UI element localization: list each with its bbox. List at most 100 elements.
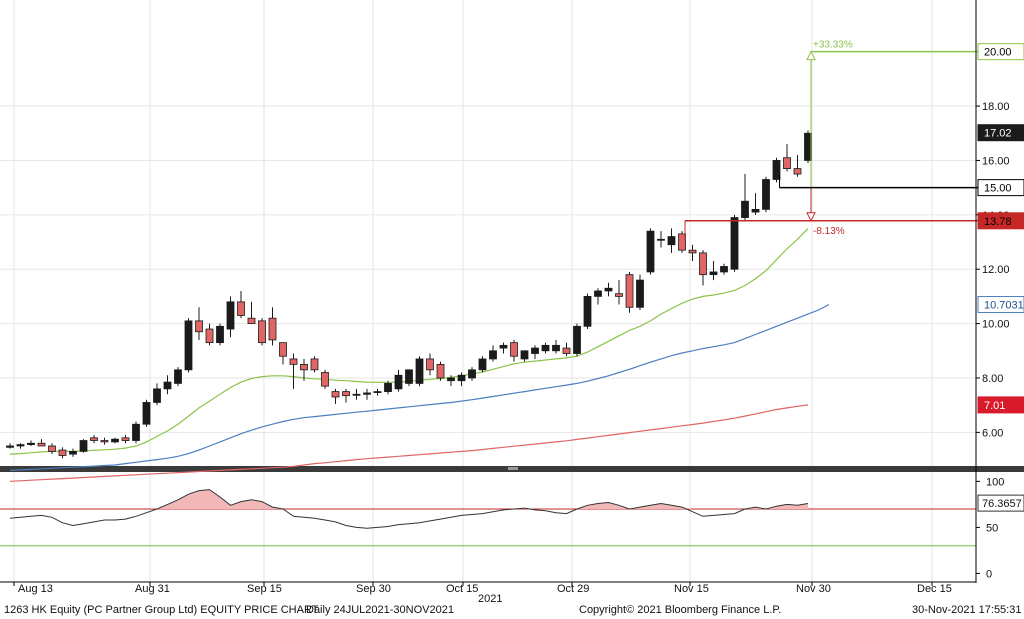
candle-up bbox=[499, 342, 508, 354]
candle-up bbox=[415, 356, 424, 387]
stop-arrow-icon bbox=[806, 212, 816, 222]
candle-down bbox=[90, 435, 98, 444]
price-label-text: 15.00 bbox=[984, 183, 1012, 195]
ma-mid-line bbox=[9, 303, 830, 471]
candle-down bbox=[37, 439, 46, 447]
candle-down bbox=[510, 339, 518, 362]
candle-down bbox=[678, 231, 686, 253]
candle-body bbox=[132, 423, 140, 441]
candle-body bbox=[163, 381, 172, 390]
candle-down bbox=[100, 437, 109, 445]
candle-body bbox=[510, 342, 518, 357]
candle-body bbox=[27, 442, 35, 446]
candle-up bbox=[604, 282, 613, 297]
candle-down bbox=[258, 318, 266, 346]
candle-up bbox=[741, 174, 749, 221]
candle-body bbox=[499, 344, 508, 349]
candle-body bbox=[625, 274, 634, 308]
candle-body bbox=[783, 157, 791, 169]
rsi-tick-label: 50 bbox=[986, 522, 998, 534]
candle-down bbox=[342, 388, 350, 403]
candle-body bbox=[646, 230, 655, 273]
candle-up bbox=[184, 318, 193, 373]
x-tick-label: Aug 13 bbox=[18, 583, 53, 595]
candle-down bbox=[310, 356, 319, 373]
candle-down bbox=[331, 388, 340, 404]
rsi-panel bbox=[0, 489, 976, 547]
candle-body bbox=[321, 372, 329, 387]
candle-body bbox=[688, 249, 697, 254]
rsi-value-box bbox=[977, 494, 1024, 512]
candle-body bbox=[174, 369, 182, 384]
footer-title: 1263 HK Equity (PC Partner Group Ltd) EQ… bbox=[4, 604, 319, 616]
price-tick-label: 18.00 bbox=[982, 101, 1010, 113]
candle-body bbox=[247, 317, 256, 324]
candle-body bbox=[37, 442, 46, 447]
candle-body bbox=[289, 358, 298, 365]
candle-up bbox=[163, 375, 172, 395]
candle-body bbox=[279, 342, 287, 357]
x-tick-label: Oct 29 bbox=[557, 583, 589, 595]
footer: 1263 HK Equity (PC Partner Group Ltd) EQ… bbox=[0, 603, 1024, 619]
price-label: 7.01 bbox=[977, 396, 1024, 414]
candle-body bbox=[699, 252, 707, 276]
candle-down bbox=[793, 155, 802, 177]
candle-body bbox=[121, 437, 130, 441]
candle-body bbox=[331, 391, 340, 398]
candle-body bbox=[720, 266, 728, 273]
price-label: 15.00 bbox=[977, 179, 1024, 197]
candles bbox=[6, 130, 812, 459]
candle-body bbox=[594, 290, 602, 297]
price-label-text: 20.00 bbox=[984, 47, 1012, 59]
candle-down bbox=[321, 369, 329, 389]
x-tick-label: Sep 15 bbox=[247, 583, 282, 595]
candle-body bbox=[447, 377, 455, 382]
candle-body bbox=[531, 347, 539, 354]
candle-body bbox=[69, 451, 77, 455]
candle-up bbox=[552, 339, 560, 354]
price-label-box bbox=[977, 396, 1024, 414]
footer-timestamp: 30-Nov-2021 17:55:31 bbox=[912, 604, 1022, 616]
candle-up bbox=[762, 176, 770, 213]
candle-up bbox=[79, 439, 88, 453]
candle-body bbox=[111, 438, 119, 443]
x-tick-label: Oct 15 bbox=[446, 583, 478, 595]
candle-body bbox=[489, 350, 497, 360]
candle-body bbox=[153, 388, 161, 403]
price-tick-label: 12.00 bbox=[982, 264, 1010, 276]
price-chart[interactable]: +33.33%-8.13% 6.008.0010.0012.0014.0016.… bbox=[0, 0, 1024, 603]
candle-down bbox=[615, 280, 623, 305]
price-label: 17.02 bbox=[977, 124, 1024, 142]
candle-body bbox=[58, 449, 67, 456]
price-label-box bbox=[977, 212, 1024, 230]
price-label-box bbox=[977, 179, 1024, 197]
candle-up bbox=[520, 350, 529, 362]
x-tick-label: Nov 15 bbox=[674, 583, 709, 595]
candle-body bbox=[615, 293, 623, 297]
grid bbox=[0, 0, 1024, 582]
candle-body bbox=[394, 374, 403, 390]
x-tick-label: Dec 15 bbox=[917, 583, 952, 595]
candle-body bbox=[468, 369, 476, 379]
candle-up bbox=[153, 383, 161, 406]
candle-up bbox=[405, 369, 413, 387]
rsi-value-label: 76.3657 bbox=[977, 494, 1024, 512]
candle-body bbox=[667, 236, 676, 246]
candle-up bbox=[363, 388, 371, 400]
candle-body bbox=[90, 437, 98, 441]
price-label-box bbox=[977, 43, 1024, 61]
candle-body bbox=[657, 238, 665, 241]
candle-up bbox=[657, 231, 665, 248]
candle-up bbox=[667, 228, 676, 253]
candle-body bbox=[772, 160, 781, 180]
candle-down bbox=[436, 361, 445, 381]
candle-body bbox=[426, 358, 434, 371]
candle-body bbox=[436, 363, 445, 379]
candle-body bbox=[268, 317, 277, 341]
candle-down bbox=[699, 250, 707, 286]
candle-body bbox=[415, 358, 424, 384]
footer-copyright: Copyright© 2021 Bloomberg Finance L.P. bbox=[579, 604, 782, 616]
price-label-text: 10.7031 bbox=[984, 299, 1024, 311]
candle-up bbox=[594, 288, 602, 305]
candle-up bbox=[541, 342, 550, 354]
